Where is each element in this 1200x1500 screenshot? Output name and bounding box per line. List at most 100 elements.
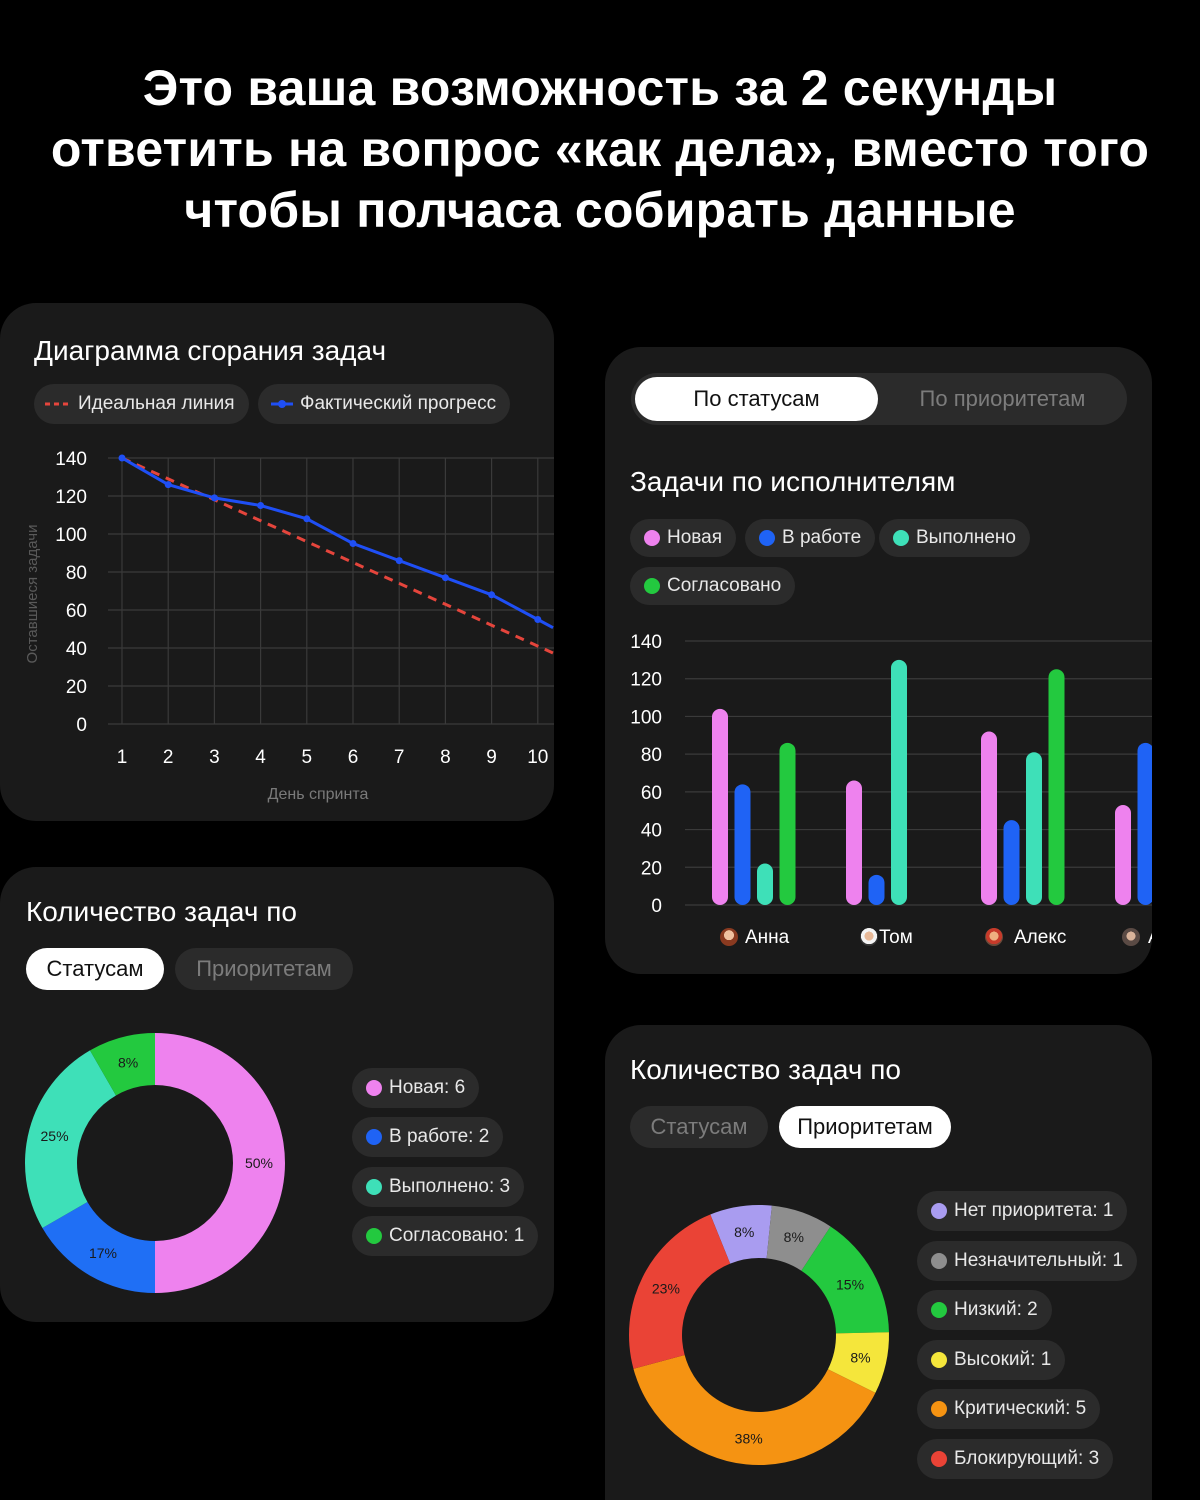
x-tick-label: 1	[117, 747, 128, 768]
slice-percent-label: 50%	[245, 1155, 273, 1171]
legend-dot-icon	[644, 578, 660, 594]
legend-dot-icon	[931, 1352, 947, 1368]
legend-dot-icon	[931, 1203, 947, 1219]
y-tick-label: 80	[641, 745, 662, 766]
status-count-card: Количество задач по Статусам Приоритетам…	[0, 867, 554, 1322]
assignees-title: Задачи по исполнителям	[630, 466, 956, 497]
slice-Критический	[633, 1355, 876, 1465]
y-axis-label: Оставшиеся задачи	[24, 525, 41, 664]
legend-priority-low[interactable]: Низкий: 2	[917, 1290, 1052, 1330]
y-tick-label: 120	[55, 487, 87, 508]
slice-percent-label: 8%	[784, 1229, 804, 1245]
slice-percent-label: 38%	[735, 1430, 763, 1446]
segment-by-status[interactable]: По статусам	[635, 377, 878, 421]
x-tick-label: 9	[486, 747, 497, 768]
legend-priority-minor[interactable]: Незначительный: 1	[917, 1241, 1138, 1281]
status-count-title: Количество задач по	[26, 896, 297, 927]
x-tick-label: 4	[255, 747, 266, 768]
x-axis-label: День спринта	[268, 786, 369, 803]
headline: Это ваша возможность за 2 секунды ответи…	[0, 58, 1200, 241]
y-tick-label: 80	[66, 563, 87, 584]
ideal-line	[121, 456, 554, 655]
avatar-fourth-icon	[1122, 928, 1140, 946]
legend-dot-icon	[366, 1179, 382, 1195]
actual-progress-line	[121, 456, 554, 629]
bar-Новая	[981, 731, 997, 905]
actual-progress-point	[441, 574, 449, 582]
actual-progress-point	[488, 591, 496, 599]
slice-percent-label: 15%	[836, 1277, 864, 1293]
legend-done-label: Выполнено	[916, 527, 1016, 548]
y-tick-label: 100	[55, 525, 87, 546]
slice-percent-label: 25%	[41, 1128, 69, 1144]
priority-donut-chart: 8% 8% 15% 8% 38% 23%	[629, 1205, 889, 1465]
legend-dot-icon	[931, 1302, 947, 1318]
tab-statuses[interactable]: Статусам	[26, 948, 164, 990]
headline-line-2: ответить на вопрос «как дела», вместо то…	[50, 121, 1150, 177]
slice-В работе	[42, 1202, 155, 1293]
legend-priority-high-label: Высокий: 1	[954, 1349, 1052, 1370]
actual-progress-point	[303, 515, 311, 523]
priority-count-card: Количество задач по Статусам Приоритетам…	[605, 1025, 1152, 1500]
assignees-card: По статусам По приоритетам Задачи по исп…	[605, 347, 1152, 974]
legend-priority-blocking-label: Блокирующий: 3	[954, 1448, 1100, 1469]
x-tick-label: 2	[163, 747, 174, 768]
bar-Выполнено	[1026, 752, 1042, 905]
legend-priority-minor-label: Незначительный: 1	[954, 1250, 1124, 1271]
category-label: Том	[879, 927, 913, 948]
category-label: Анна	[745, 927, 790, 948]
tab-priorities[interactable]: Приоритетам	[779, 1106, 951, 1148]
tab-priorities[interactable]: Приоритетам	[175, 948, 353, 990]
legend-dot-icon	[644, 530, 660, 546]
slice-percent-label: 8%	[850, 1350, 870, 1366]
legend-done[interactable]: Выполнено	[879, 519, 1030, 557]
bar-Новая	[712, 708, 728, 905]
y-tick-label: 0	[651, 896, 662, 917]
legend-in-progress[interactable]: В работе	[745, 519, 876, 557]
slice-Выполнено	[25, 1050, 116, 1228]
avatar-alex-icon	[985, 928, 1003, 946]
legend-new-label: Новая	[667, 527, 723, 548]
legend-priority-none[interactable]: Нет приоритета: 1	[917, 1191, 1128, 1231]
burndown-title: Диаграмма сгорания задач	[34, 335, 387, 366]
legend-dot-icon	[759, 530, 775, 546]
legend-priority-critical[interactable]: Критический: 5	[917, 1389, 1101, 1429]
bar-Согласовано	[1048, 669, 1065, 905]
status-donut-chart: 50% 17% 25% 8%	[25, 1033, 285, 1293]
x-tick-label: 10	[527, 747, 548, 768]
legend-status-done[interactable]: Выполнено: 3	[352, 1167, 525, 1207]
actual-progress-point	[210, 494, 218, 502]
legend-priority-blocking[interactable]: Блокирующий: 3	[917, 1439, 1114, 1479]
slice-Блокирующий	[629, 1214, 731, 1369]
legend-new[interactable]: Новая	[630, 519, 737, 557]
legend-status-approved-label: Согласовано: 1	[389, 1225, 525, 1246]
legend-ideal-line[interactable]: Идеальная линия	[34, 384, 249, 424]
bar-Новая	[846, 780, 862, 905]
slice-Незначительный	[766, 1205, 831, 1271]
burndown-plot: 0 20 40 60 80 100 120 140 1 2 3 4 5 6 7 8 9 10 День спринт…	[24, 449, 554, 803]
legend-status-done-label: Выполнено: 3	[389, 1176, 511, 1197]
legend-dot-icon	[366, 1228, 382, 1244]
segment-by-priority[interactable]: По приоритетам	[919, 386, 1086, 411]
actual-progress-point	[118, 454, 126, 462]
y-tick-label: 60	[66, 601, 87, 622]
legend-actual-progress[interactable]: Фактический прогресс	[258, 384, 511, 424]
slice-Новая	[155, 1033, 285, 1293]
legend-ideal-label: Идеальная линия	[78, 393, 235, 414]
legend-status-approved[interactable]: Согласовано: 1	[352, 1216, 539, 1256]
burndown-card: Диаграмма сгорания задач Идеальная линия…	[0, 303, 554, 821]
actual-progress-point	[164, 481, 172, 489]
assignees-bar-chart: 0 20 40 60 80 100 120 140 Анна Том Алекс А	[630, 632, 1152, 948]
slice-Нет приоритета	[710, 1205, 772, 1264]
legend-approved[interactable]: Согласовано	[630, 567, 796, 605]
slice-percent-label: 23%	[652, 1281, 680, 1297]
x-tick-label: 7	[394, 747, 405, 768]
legend-dot-icon	[366, 1129, 382, 1145]
y-tick-label: 140	[55, 449, 87, 470]
legend-dot-icon	[893, 530, 909, 546]
tab-statuses[interactable]: Статусам	[630, 1106, 768, 1148]
legend-actual-label: Фактический прогресс	[300, 393, 497, 414]
legend-status-new[interactable]: Новая: 6	[352, 1068, 480, 1108]
legend-priority-high[interactable]: Высокий: 1	[917, 1340, 1066, 1380]
legend-status-in-progress[interactable]: В работе: 2	[352, 1117, 504, 1157]
